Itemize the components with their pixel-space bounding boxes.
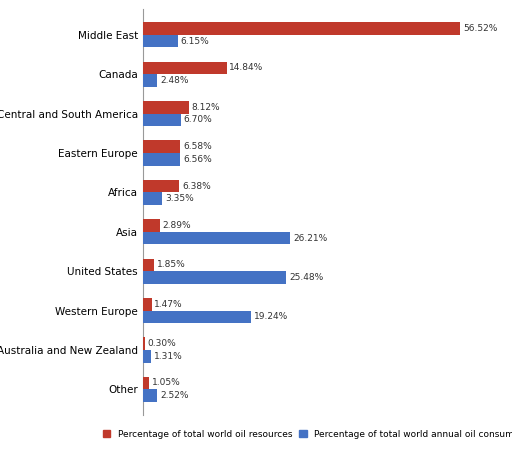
Bar <box>143 259 154 271</box>
Text: 1.85%: 1.85% <box>157 260 185 269</box>
Text: 6.56%: 6.56% <box>183 155 211 164</box>
Text: 6.15%: 6.15% <box>181 36 209 46</box>
Bar <box>143 311 251 323</box>
Text: 6.38%: 6.38% <box>182 182 211 190</box>
Bar <box>143 101 189 113</box>
Bar <box>143 180 179 192</box>
Bar <box>143 74 157 87</box>
Bar <box>143 232 290 244</box>
Text: 1.05%: 1.05% <box>152 378 181 388</box>
Text: 2.89%: 2.89% <box>162 221 191 230</box>
Bar <box>143 389 158 402</box>
Bar <box>143 141 180 153</box>
Text: 25.48%: 25.48% <box>289 273 323 282</box>
Bar <box>143 192 162 205</box>
Bar <box>143 35 178 47</box>
Bar <box>143 113 181 126</box>
Bar <box>143 153 180 165</box>
Text: 8.12%: 8.12% <box>191 103 220 112</box>
Text: 26.21%: 26.21% <box>293 234 327 242</box>
Text: 19.24%: 19.24% <box>254 313 288 321</box>
Bar <box>143 22 460 35</box>
Bar <box>143 219 160 232</box>
Text: 6.58%: 6.58% <box>183 142 212 151</box>
Text: 2.52%: 2.52% <box>160 391 189 400</box>
Legend: Percentage of total world oil resources, Percentage of total world annual oil co: Percentage of total world oil resources,… <box>103 430 512 439</box>
Text: 0.30%: 0.30% <box>148 339 177 348</box>
Bar <box>143 377 150 389</box>
Text: 14.84%: 14.84% <box>229 64 264 72</box>
Text: 1.31%: 1.31% <box>154 352 182 361</box>
Text: 1.47%: 1.47% <box>155 300 183 309</box>
Bar <box>143 298 152 311</box>
Bar <box>143 271 286 284</box>
Text: 6.70%: 6.70% <box>184 115 212 124</box>
Bar <box>143 62 227 74</box>
Bar <box>143 350 151 362</box>
Bar <box>143 337 145 350</box>
Text: 2.48%: 2.48% <box>160 76 188 85</box>
Text: 3.35%: 3.35% <box>165 194 194 203</box>
Text: 56.52%: 56.52% <box>463 24 498 33</box>
